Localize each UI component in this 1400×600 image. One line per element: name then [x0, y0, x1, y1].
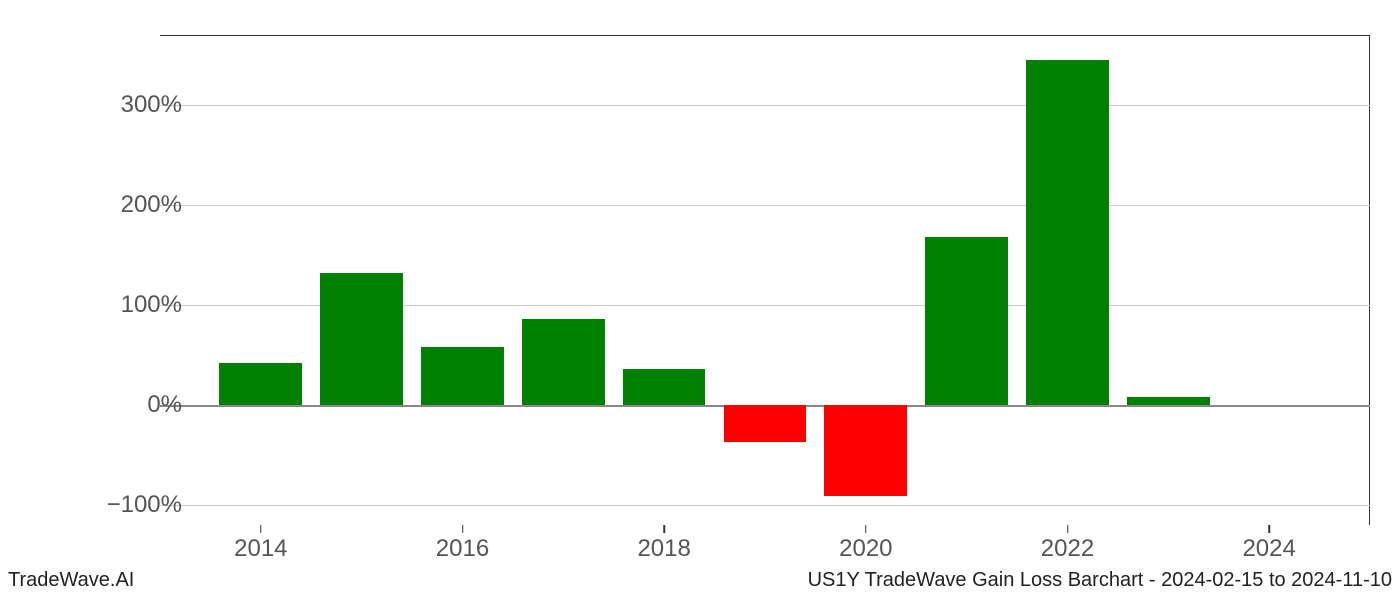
gridline [160, 205, 1370, 206]
x-tick-mark [260, 525, 262, 533]
bar [724, 405, 807, 442]
x-tick-label: 2016 [436, 535, 489, 563]
x-tick-mark [865, 525, 867, 533]
bar [522, 319, 605, 405]
gridline [160, 505, 1370, 506]
footer-left-label: TradeWave.AI [8, 569, 134, 592]
bar [623, 369, 706, 405]
y-tick-label: 200% [42, 191, 182, 219]
y-tick-label: 300% [42, 91, 182, 119]
bar [320, 273, 403, 405]
x-tick-label: 2024 [1242, 535, 1295, 563]
x-tick-mark [462, 525, 464, 533]
x-tick-label: 2020 [839, 535, 892, 563]
y-tick-label: −100% [42, 491, 182, 519]
y-tick-label: 100% [42, 291, 182, 319]
footer-right-label: US1Y TradeWave Gain Loss Barchart - 2024… [808, 569, 1392, 592]
bar [925, 237, 1008, 405]
gridline [160, 105, 1370, 106]
bar [421, 347, 504, 405]
x-tick-mark [1268, 525, 1270, 533]
x-tick-mark [663, 525, 665, 533]
x-tick-mark [1067, 525, 1069, 533]
y-tick-label: 0% [42, 391, 182, 419]
x-tick-label: 2018 [637, 535, 690, 563]
x-tick-label: 2014 [234, 535, 287, 563]
bar [219, 363, 302, 405]
bar [1026, 60, 1109, 405]
bar [824, 405, 907, 496]
x-tick-label: 2022 [1041, 535, 1094, 563]
bar [1127, 397, 1210, 405]
